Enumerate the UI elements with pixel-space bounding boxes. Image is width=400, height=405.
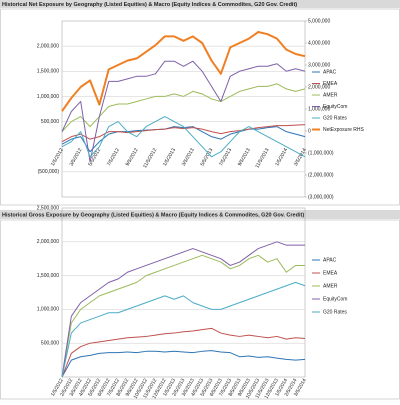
- x-tick-label: 9/5/2013: [237, 147, 252, 167]
- y2-tick-label: 5,000,000: [308, 18, 330, 24]
- series-line: [61, 31, 306, 112]
- y2-tick-label: 1,000,000: [308, 106, 330, 112]
- legend-label: EMEA: [323, 270, 338, 276]
- legend-label: G20 Rates: [323, 115, 347, 121]
- x-tick-label: 1/5/2013: [162, 147, 177, 167]
- y-tick-label: 2,000,000: [37, 43, 59, 49]
- legend-label: NetExposure RHS: [323, 127, 365, 133]
- legend-label: EquityCom: [323, 104, 347, 110]
- series-line: [61, 254, 305, 378]
- x-tick-label: 7/5/2013: [218, 147, 233, 167]
- y-tick-label: 500,000: [41, 119, 59, 125]
- y-tick-label: (500,000): [38, 169, 60, 175]
- y2-tick-label: 2,000,000: [308, 84, 330, 90]
- series-line: [61, 124, 306, 143]
- y2-tick-label: 4,000,000: [308, 40, 330, 46]
- series-line: [61, 350, 306, 378]
- chart-title: Historical Net Exposure by Geography (Li…: [2, 2, 297, 8]
- legend-label: EMEA: [323, 81, 338, 87]
- x-tick-label: 1/5/2012: [50, 147, 65, 167]
- chart-title: Historical Gross Exposure by Geography (…: [2, 212, 304, 218]
- title-bar: [0, 0, 400, 8]
- y-tick-label: 1,500,000: [37, 273, 59, 279]
- y2-tick-label: 3,000,000: [308, 62, 330, 68]
- y-tick-label: 2,500,000: [37, 205, 59, 211]
- x-tick-label: 11/5/2012: [142, 147, 158, 169]
- y-tick-label: 2,000,000: [37, 239, 59, 245]
- x-tick-label: 1/5/2014: [274, 147, 289, 167]
- legend-label: APAC: [323, 69, 337, 75]
- series-line: [61, 327, 306, 378]
- x-tick-label: 3/5/2014: [293, 147, 308, 167]
- y-tick-label: 1,000,000: [37, 94, 59, 100]
- y2-tick-label: (2,000,000): [308, 172, 334, 178]
- x-tick-label: 3/5/2012: [69, 147, 84, 167]
- series-line: [61, 241, 305, 378]
- legend-label: AMER: [323, 92, 338, 98]
- x-tick-label: 9/5/2012: [125, 147, 140, 167]
- series-line: [61, 116, 306, 158]
- legend-label: G20 Rates: [323, 309, 347, 315]
- y-tick-label: 1,500,000: [37, 69, 59, 75]
- series-line: [61, 83, 306, 132]
- legend-label: APAC: [323, 257, 337, 263]
- plot-area: [61, 20, 306, 198]
- x-tick-label: 7/5/2012: [106, 147, 121, 167]
- legend-label: AMER: [323, 283, 338, 289]
- y-tick-label: 1,000,000: [37, 307, 59, 313]
- x-tick-label: 11/5/2013: [254, 147, 270, 169]
- legend-label: EquityCom: [323, 296, 347, 302]
- series-line: [61, 60, 306, 163]
- series-line: [61, 281, 306, 378]
- title-bar: [0, 210, 400, 219]
- y2-tick-label: (1,000,000): [308, 150, 334, 156]
- y-tick-label: 500,000: [41, 341, 59, 347]
- x-tick-label: 3/5/2013: [181, 147, 196, 167]
- y2-tick-label: 0: [308, 128, 311, 134]
- y2-tick-label: (3,000,000): [308, 194, 334, 200]
- x-tick-label: 5/5/2013: [199, 147, 214, 167]
